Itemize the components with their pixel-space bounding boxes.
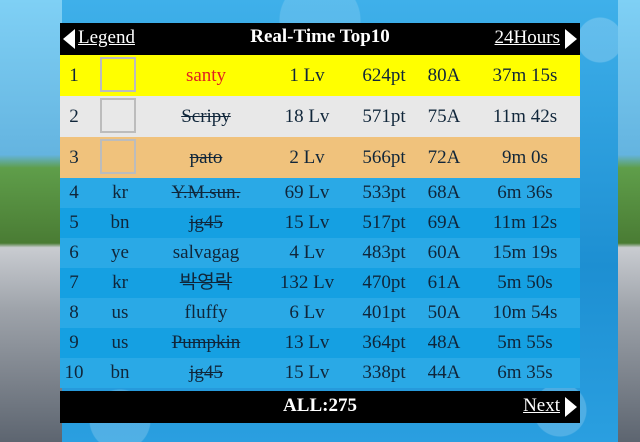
points-cell: 483pt bbox=[362, 242, 406, 263]
points-cell: 364pt bbox=[362, 332, 406, 353]
level-cell: 132 Lv bbox=[279, 272, 335, 293]
leaderboard-header: Legend Real-Time Top10 24Hours bbox=[60, 23, 580, 55]
achievements-cell: 80A bbox=[427, 65, 461, 86]
level-cell: 18 Lv bbox=[284, 106, 330, 127]
rank-cell: 5 bbox=[69, 212, 79, 233]
country-cell: kr bbox=[112, 182, 128, 203]
arrow-left-icon[interactable] bbox=[63, 29, 75, 49]
scenery-left bbox=[0, 0, 62, 442]
time-cell: 10m 54s bbox=[492, 302, 558, 323]
points-cell: 571pt bbox=[362, 106, 406, 127]
level-cell: 69 Lv bbox=[284, 182, 330, 203]
time-cell: 6m 36s bbox=[497, 182, 553, 203]
leaderboard-panel: Legend Real-Time Top10 24Hours 1 santy 1 L… bbox=[60, 23, 580, 425]
flag-icon bbox=[100, 57, 136, 92]
table-row[interactable]: 10 bn jg45 15 Lv 338pt 44A 6m 35s bbox=[60, 358, 580, 388]
table-row[interactable]: 7 kr 박영락 132 Lv 470pt 61A 5m 50s bbox=[60, 268, 580, 298]
achievements-cell: 48A bbox=[427, 332, 461, 353]
player-name: Scripy bbox=[181, 106, 231, 127]
table-row[interactable]: 6 ye salvagag 4 Lv 483pt 60A 15m 19s bbox=[60, 238, 580, 268]
table-row[interactable]: 9 us Pumpkin 13 Lv 364pt 48A 5m 55s bbox=[60, 328, 580, 358]
total-count: ALL:275 bbox=[283, 395, 357, 416]
scenery-right bbox=[618, 0, 640, 442]
table-row[interactable]: 2 Scripy 18 Lv 571pt 75A 11m 42s bbox=[60, 96, 580, 137]
rank-cell: 6 bbox=[69, 242, 79, 263]
achievements-cell: 72A bbox=[427, 147, 461, 168]
points-cell: 624pt bbox=[362, 65, 406, 86]
country-cell: bn bbox=[110, 362, 130, 383]
leaderboard-title: Real-Time Top10 bbox=[250, 26, 390, 47]
leaderboard-footer: ALL:275 Next bbox=[60, 391, 580, 423]
achievements-cell: 75A bbox=[427, 106, 461, 127]
flag-icon bbox=[100, 98, 136, 133]
time-cell: 37m 15s bbox=[492, 65, 558, 86]
country-cell: ye bbox=[111, 242, 129, 263]
table-row[interactable]: 1 santy 1 Lv 624pt 80A 37m 15s bbox=[60, 55, 580, 96]
time-cell: 5m 55s bbox=[497, 332, 553, 353]
flag-icon bbox=[100, 139, 136, 174]
time-cell: 11m 12s bbox=[492, 212, 558, 233]
level-cell: 6 Lv bbox=[289, 302, 325, 323]
rank-cell: 1 bbox=[69, 65, 79, 86]
player-name: jg45 bbox=[189, 212, 223, 233]
achievements-cell: 61A bbox=[427, 272, 461, 293]
player-name: Pumpkin bbox=[171, 332, 241, 353]
player-name: fluffy bbox=[184, 302, 228, 323]
achievements-cell: 44A bbox=[427, 362, 461, 383]
rank-cell: 10 bbox=[64, 362, 84, 383]
table-row[interactable]: 3 pato 2 Lv 566pt 72A 9m 0s bbox=[60, 137, 580, 178]
player-name: Y.M.sun. bbox=[171, 182, 241, 203]
24hours-link[interactable]: 24Hours bbox=[494, 27, 560, 48]
points-cell: 533pt bbox=[362, 182, 406, 203]
level-cell: 4 Lv bbox=[289, 242, 325, 263]
player-name: santy bbox=[185, 65, 227, 86]
points-cell: 470pt bbox=[362, 272, 406, 293]
points-cell: 517pt bbox=[362, 212, 406, 233]
time-cell: 11m 42s bbox=[492, 106, 558, 127]
level-cell: 2 Lv bbox=[289, 147, 325, 168]
arrow-right-icon[interactable] bbox=[565, 29, 577, 49]
achievements-cell: 69A bbox=[427, 212, 461, 233]
table-row[interactable]: 5 bn jg45 15 Lv 517pt 69A 11m 12s bbox=[60, 208, 580, 238]
leaderboard-rows: 1 santy 1 Lv 624pt 80A 37m 15s 2 Scripy 18 Lv 571… bbox=[60, 55, 580, 388]
rank-cell: 8 bbox=[69, 302, 79, 323]
time-cell: 5m 50s bbox=[497, 272, 553, 293]
points-cell: 338pt bbox=[362, 362, 406, 383]
achievements-cell: 50A bbox=[427, 302, 461, 323]
table-row[interactable]: 8 us fluffy 6 Lv 401pt 50A 10m 54s bbox=[60, 298, 580, 328]
country-cell: us bbox=[111, 332, 129, 353]
next-arrow-icon[interactable] bbox=[565, 397, 577, 417]
country-cell: bn bbox=[110, 212, 130, 233]
level-cell: 15 Lv bbox=[284, 362, 330, 383]
level-cell: 15 Lv bbox=[284, 212, 330, 233]
level-cell: 13 Lv bbox=[284, 332, 330, 353]
time-cell: 9m 0s bbox=[502, 147, 548, 168]
rank-cell: 2 bbox=[69, 106, 79, 127]
player-name: pato bbox=[189, 147, 223, 168]
country-cell: us bbox=[111, 302, 129, 323]
table-row[interactable]: 4 kr Y.M.sun. 69 Lv 533pt 68A 6m 36s bbox=[60, 178, 580, 208]
rank-cell: 3 bbox=[69, 147, 79, 168]
legend-link[interactable]: Legend bbox=[78, 27, 135, 48]
player-name: salvagag bbox=[172, 242, 240, 263]
player-name: jg45 bbox=[189, 362, 223, 383]
level-cell: 1 Lv bbox=[289, 65, 325, 86]
country-cell: kr bbox=[112, 272, 128, 293]
achievements-cell: 68A bbox=[427, 182, 461, 203]
points-cell: 401pt bbox=[362, 302, 406, 323]
rank-cell: 4 bbox=[69, 182, 79, 203]
rank-cell: 9 bbox=[69, 332, 79, 353]
next-link[interactable]: Next bbox=[523, 395, 560, 416]
time-cell: 6m 35s bbox=[497, 362, 553, 383]
points-cell: 566pt bbox=[362, 147, 406, 168]
time-cell: 15m 19s bbox=[492, 242, 558, 263]
achievements-cell: 60A bbox=[427, 242, 461, 263]
player-name: 박영락 bbox=[179, 272, 233, 293]
rank-cell: 7 bbox=[69, 272, 79, 293]
